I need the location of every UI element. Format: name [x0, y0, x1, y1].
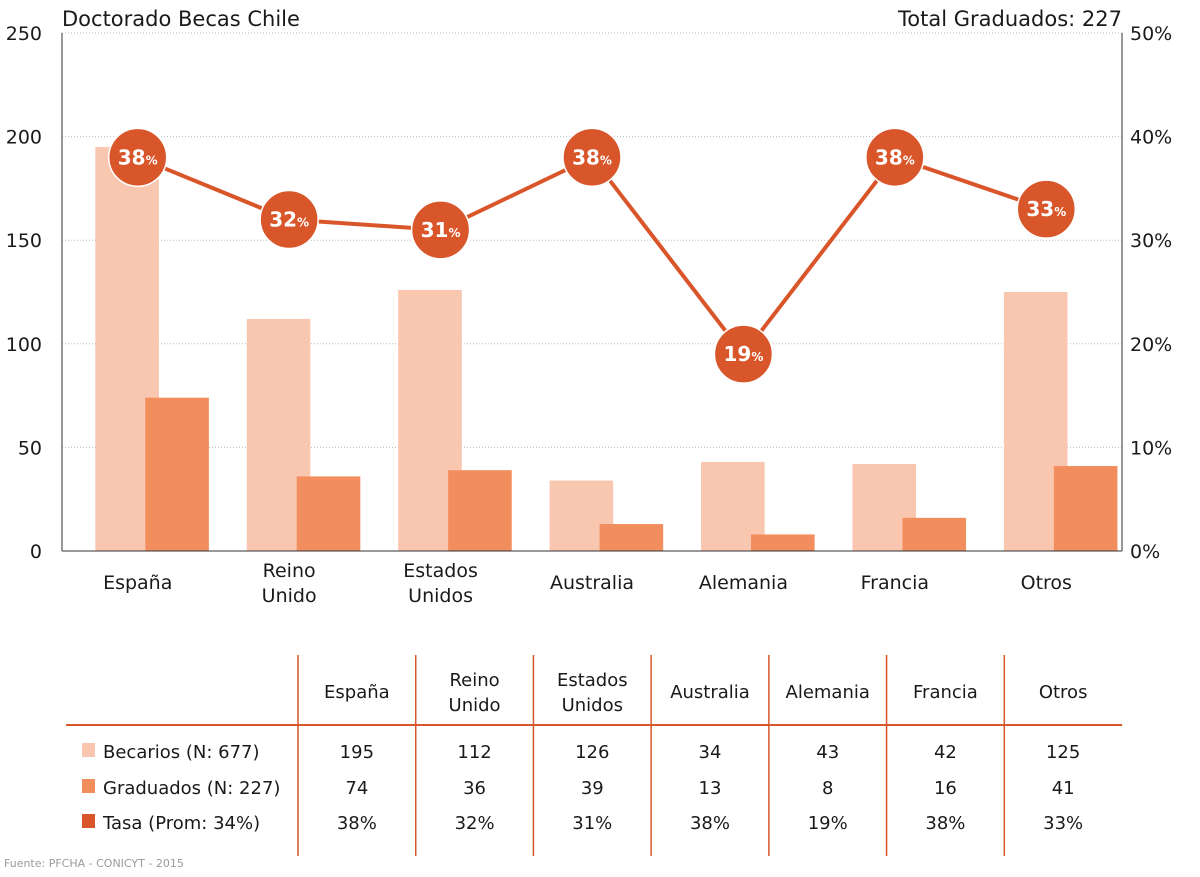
- data-table: España Reino Unido Estados Unidos Australia Al…: [66, 655, 1122, 856]
- table-row-label: Becarios (N: 677): [103, 742, 260, 763]
- tasa-data-label: 38%: [572, 145, 612, 169]
- table-column-header: Otros: [1039, 682, 1088, 703]
- tasa-data-label: 32%: [269, 207, 309, 231]
- table-cell: 38%: [690, 813, 730, 834]
- tasa-bubble: [107, 127, 168, 188]
- table-cell: 16: [934, 778, 957, 799]
- table-legend-swatch: [82, 814, 95, 828]
- table-cell: 34: [699, 742, 722, 763]
- table-row-label: Tasa (Prom: 34%): [102, 813, 260, 834]
- axes-layer: 0 0% 50 10% 100 20% 150 30% 200 40% 250 50% España Re…: [6, 23, 1173, 607]
- table-row-label: Graduados (N: 227): [103, 778, 280, 799]
- table-column-header: Unidos: [562, 695, 623, 716]
- table-cell: 74: [345, 778, 368, 799]
- line-layer: 38% 32% 31% 38% 19% 38% 33%: [107, 127, 1077, 384]
- table-column-header: Reino: [449, 670, 499, 691]
- bar-graduados: [296, 476, 361, 551]
- y2-tick-label: 30%: [1130, 230, 1172, 252]
- table-cell: 126: [575, 742, 609, 763]
- x-tick-label: Unidos: [408, 585, 473, 607]
- tasa-bubble: [562, 127, 622, 188]
- tasa-data-label: 38%: [118, 145, 158, 169]
- grid-layer: [62, 32, 1122, 448]
- tasa-bubble: [410, 200, 471, 260]
- tasa-data-label: 33%: [1026, 197, 1066, 221]
- y2-tick-label: 50%: [1130, 23, 1172, 45]
- tasa-data-label: 38%: [875, 145, 915, 169]
- y-tick-label: 250: [6, 23, 42, 45]
- table-cell: 13: [699, 778, 722, 799]
- table-cell: 36: [463, 778, 486, 799]
- table-cell: 19%: [808, 813, 848, 834]
- source-note: Fuente: PFCHA - CONICYT - 2015: [4, 857, 184, 870]
- x-tick-label: Estados: [403, 560, 478, 582]
- bar-graduados: [751, 534, 815, 551]
- table-cell: 125: [1046, 742, 1080, 763]
- table-column-header: Unido: [449, 695, 501, 716]
- y2-tick-label: 0%: [1130, 541, 1160, 563]
- table-column-header: España: [324, 682, 390, 703]
- tasa-data-label: 31%: [421, 218, 461, 242]
- chart-title: Doctorado Becas Chile: [62, 7, 300, 31]
- y-tick-label: 100: [6, 334, 42, 356]
- y-tick-label: 150: [6, 230, 42, 252]
- x-tick-label: Alemania: [699, 572, 788, 594]
- bars-layer: [95, 146, 1118, 551]
- y2-tick-label: 20%: [1130, 334, 1172, 356]
- table-cell: 41: [1052, 778, 1075, 799]
- x-tick-label: Unido: [262, 585, 317, 607]
- table-column-header: Estados: [557, 670, 628, 691]
- table-cell: 31%: [572, 813, 612, 834]
- tasa-bubble: [259, 189, 319, 250]
- x-tick-label: Reino: [263, 560, 316, 582]
- bar-graduados: [1053, 466, 1118, 551]
- table-cell: 32%: [455, 813, 495, 834]
- table-column-header: Australia: [670, 682, 750, 703]
- tasa-bubble: [1016, 179, 1077, 239]
- x-tick-label: España: [103, 572, 172, 594]
- y2-tick-label: 40%: [1130, 127, 1172, 149]
- y-tick-label: 0: [30, 541, 42, 563]
- table-cell: 43: [816, 742, 839, 763]
- table-legend-swatch: [82, 779, 95, 793]
- table-cell: 112: [457, 742, 491, 763]
- bar-graduados: [145, 397, 209, 551]
- table-cell: 195: [340, 742, 374, 763]
- x-tick-label: Australia: [550, 572, 634, 594]
- tasa-data-label: 19%: [723, 342, 763, 366]
- y2-tick-label: 10%: [1130, 437, 1172, 459]
- y-tick-label: 200: [6, 127, 42, 149]
- bar-graduados: [902, 517, 967, 551]
- table-cell: 8: [822, 778, 833, 799]
- table-cell: 39: [581, 778, 604, 799]
- y-tick-label: 50: [18, 437, 42, 459]
- table-cell: 33%: [1043, 813, 1083, 834]
- bar-graduados: [599, 524, 664, 551]
- table-cell: 38%: [337, 813, 377, 834]
- bar-graduados: [448, 470, 512, 551]
- table-legend-swatch: [82, 743, 95, 757]
- tasa-bubble: [865, 127, 925, 188]
- table-column-header: Alemania: [786, 682, 870, 703]
- table-cell: 38%: [925, 813, 965, 834]
- x-tick-label: Otros: [1021, 572, 1072, 594]
- table-cell: 42: [934, 742, 957, 763]
- tasa-bubble: [713, 324, 774, 384]
- chart-subtitle: Total Graduados: 227: [897, 7, 1122, 31]
- x-tick-label: Francia: [861, 572, 929, 594]
- table-column-header: Francia: [913, 682, 978, 703]
